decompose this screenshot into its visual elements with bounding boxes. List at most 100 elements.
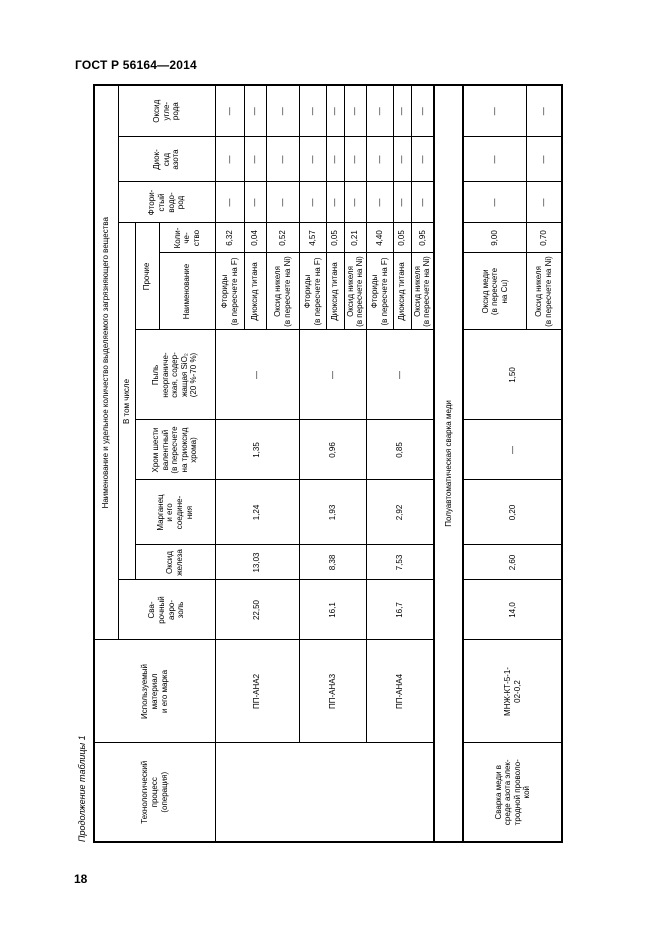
cell-hf-dash: —	[344, 182, 367, 223]
section-row-title: Полуавтоматическая сварка меди	[434, 84, 464, 842]
header-welding-aerosol: Сва- рочный аэро- золь	[118, 580, 215, 640]
cell-no2-dash: —	[526, 137, 563, 182]
cell-hf-dash: —	[299, 182, 326, 223]
cell-other-name: Оксид никеля (в пересчете на Ni)	[526, 253, 563, 330]
cell-dust-value: 1,50	[463, 330, 563, 420]
cell-other-qty: 0,70	[526, 223, 563, 253]
cell-no2-dash: —	[244, 137, 266, 182]
cell-hf-dash: —	[463, 182, 527, 223]
header-chromium: Хром шести валентный (в пересчете на три…	[135, 420, 215, 480]
header-including: В том числе	[118, 223, 135, 580]
cell-iron-oxide-value: 8,38	[299, 545, 367, 580]
cell-other-name: Оксид никеля (в пересчете на Ni)	[411, 253, 435, 330]
cell-no2-dash: —	[411, 137, 435, 182]
table-caption: Продолжение таблицы 1	[77, 735, 87, 842]
cell-other-qty: 9,00	[463, 223, 527, 253]
cell-chromium-value: 0,85	[366, 420, 435, 480]
cell-material: МНЖ-КТ-5-1- 02-0,2	[463, 640, 563, 743]
cell-hf-dash: —	[526, 182, 563, 223]
cell-other-name: Оксид меди (в пересчете на Cu)	[463, 253, 527, 330]
cell-no2-dash: —	[366, 137, 394, 182]
cell-aerosol-value: 22,50	[215, 580, 299, 640]
cell-co-dash: —	[215, 84, 244, 137]
cell-other-qty: 0,95	[411, 223, 435, 253]
header-dust: Пыль неорганиче- ская, содер- жащая SiO₂…	[135, 330, 215, 420]
cell-material: ПП-АНА2	[215, 640, 299, 743]
cell-manganese-value: 1,93	[299, 480, 367, 545]
cell-co-dash: —	[393, 84, 412, 137]
cell-process: Сварка меди в среде азота элек- тродной …	[463, 743, 563, 842]
cell-co-dash: —	[299, 84, 326, 137]
header-material: Используемый материал и его марка	[94, 640, 215, 743]
cell-chromium-value: 0,96	[299, 420, 367, 480]
page-number: 18	[74, 872, 88, 886]
header-iron-oxide: Оксид железа	[135, 545, 215, 580]
cell-other-qty: 4,40	[366, 223, 394, 253]
cell-no2-dash: —	[299, 137, 326, 182]
cell-process-empty	[215, 743, 435, 842]
cell-aerosol-value: 16,1	[299, 580, 367, 640]
cell-chromium-value: 1,35	[215, 420, 299, 480]
cell-manganese-value: 1,24	[215, 480, 299, 545]
cell-iron-oxide-value: 13,03	[215, 545, 299, 580]
cell-other-name: Диоксид титана	[326, 253, 344, 330]
header-substances: Наименование и удельное количество выдел…	[94, 84, 118, 640]
cell-co-dash: —	[266, 84, 299, 137]
cell-aerosol-value: 14,0	[463, 580, 563, 640]
cell-other-name: Фториды (в пересчете на F)	[366, 253, 394, 330]
cell-other-name: Фториды (в пересчете на F)	[215, 253, 244, 330]
cell-material: ПП-АНА4	[366, 640, 435, 743]
emissions-table: Технологический процесс (операция) Испол…	[93, 83, 564, 843]
header-hydrogen-fluoride: Фтори- стый водо- род	[118, 182, 215, 223]
cell-other-name: Диоксид титана	[393, 253, 412, 330]
cell-co-dash: —	[366, 84, 394, 137]
cell-other-name: Диоксид титана	[244, 253, 266, 330]
cell-other-qty: 0,21	[344, 223, 367, 253]
header-other-qty: Коли- че- ство	[159, 223, 215, 253]
cell-co-dash: —	[244, 84, 266, 137]
cell-no2-dash: —	[326, 137, 344, 182]
header-manganese: Марганец и его соедине- ния	[135, 480, 215, 545]
cell-hf-dash: —	[366, 182, 394, 223]
cell-aerosol-value: 16,7	[366, 580, 435, 640]
cell-dust-value: —	[299, 330, 367, 420]
cell-co-dash: —	[411, 84, 435, 137]
cell-iron-oxide-value: 7,53	[366, 545, 435, 580]
cell-chromium-value: —	[463, 420, 563, 480]
cell-material: ПП-АНА3	[299, 640, 367, 743]
header-other-name: Наименование	[159, 253, 215, 330]
cell-no2-dash: —	[215, 137, 244, 182]
cell-manganese-value: 2,92	[366, 480, 435, 545]
header-carbon-oxide: Оксид угле- рода	[118, 84, 215, 137]
cell-hf-dash: —	[393, 182, 412, 223]
cell-hf-dash: —	[244, 182, 266, 223]
cell-dust-value: —	[215, 330, 299, 420]
cell-other-name: Фториды (в пересчете на F)	[299, 253, 326, 330]
cell-dust-value: —	[366, 330, 435, 420]
header-nitrogen-dioxide: Диок- сид азота	[118, 137, 215, 182]
cell-hf-dash: —	[326, 182, 344, 223]
cell-other-name: Оксид никеля (в пересчете на Ni)	[266, 253, 299, 330]
cell-hf-dash: —	[215, 182, 244, 223]
cell-no2-dash: —	[463, 137, 527, 182]
cell-no2-dash: —	[344, 137, 367, 182]
cell-other-qty: 6,32	[215, 223, 244, 253]
header-process: Технологический процесс (операция)	[94, 743, 215, 842]
cell-manganese-value: 0,20	[463, 480, 563, 545]
cell-other-qty: 0,05	[326, 223, 344, 253]
cell-other-qty: 0,52	[266, 223, 299, 253]
cell-co-dash: —	[526, 84, 563, 137]
cell-no2-dash: —	[393, 137, 412, 182]
cell-other-qty: 0,04	[244, 223, 266, 253]
document-header: ГОСТ Р 56164—2014	[75, 58, 197, 72]
cell-co-dash: —	[463, 84, 527, 137]
cell-co-dash: —	[344, 84, 367, 137]
cell-hf-dash: —	[411, 182, 435, 223]
cell-no2-dash: —	[266, 137, 299, 182]
cell-co-dash: —	[326, 84, 344, 137]
cell-iron-oxide-value: 2,60	[463, 545, 563, 580]
cell-other-name: Оксид никеля (в пересчете на Ni)	[344, 253, 367, 330]
cell-hf-dash: —	[266, 182, 299, 223]
header-other: Прочие	[135, 223, 159, 330]
cell-other-qty: 0,05	[393, 223, 412, 253]
